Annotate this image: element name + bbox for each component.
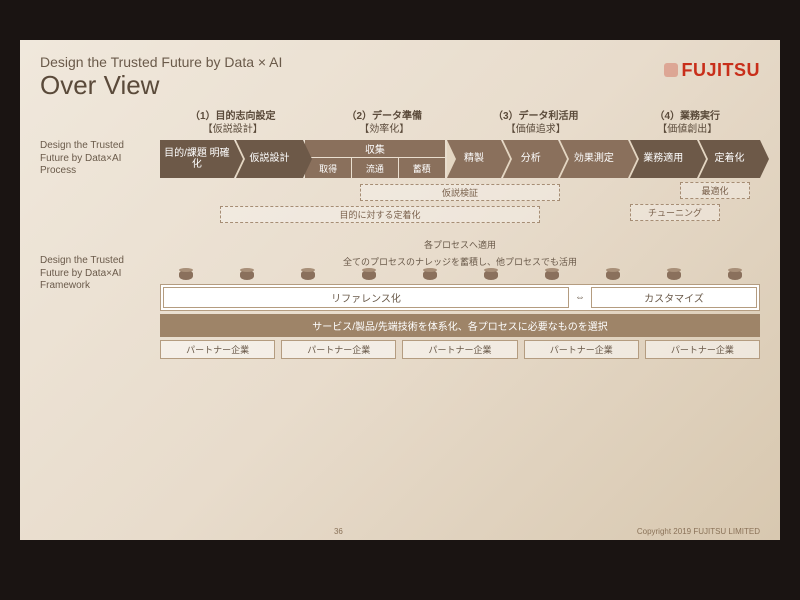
footer: 36 Copyright 2019 FUJITSU LIMITED [20, 527, 780, 536]
framework-label: Design the Trusted Future by Data×AI Fra… [40, 255, 156, 293]
block-objective: 目的/課題 明確化 [160, 140, 234, 178]
block-collect: 収集 [305, 140, 445, 157]
feedback-arrows: 仮説検証 目的に対する定着化 最適化 チューニング [160, 178, 760, 238]
page-number: 36 [334, 527, 343, 536]
phase-headers: （1）目的志向設定【仮説設計】 （2）データ準備【効率化】 （3）データ利活用【… [160, 111, 760, 136]
header: Design the Trusted Future by Data × AI O… [40, 54, 760, 101]
partner-box: パートナー企業 [645, 340, 760, 359]
block-establish: 定着化 [699, 140, 760, 178]
block-group-collect: 収集 取得 流通 蓄積 [305, 140, 445, 178]
phase-1: （1）目的志向設定【仮説設計】 [160, 111, 306, 136]
partner-box: パートナー企業 [402, 340, 517, 359]
apply-label: 各プロセスへ適用 [160, 238, 760, 251]
reference-box: リファレンス化 [163, 287, 569, 308]
knowledge-label: 全てのプロセスのナレッジを蓄積し、他プロセスでも活用 [160, 255, 760, 268]
db-icon [545, 270, 559, 280]
db-icon [240, 270, 254, 280]
select-bar: サービス/製品/先端技術を体系化、各プロセスに必要なものを選択 [160, 314, 760, 337]
block-distribute: 流通 [352, 158, 398, 178]
down-arrow-group: 各プロセスへ適用 [160, 238, 760, 251]
db-icon [423, 270, 437, 280]
phase-2: （2）データ準備【効率化】 [312, 111, 458, 136]
fb-hypothesis: 仮説検証 [360, 184, 560, 201]
subtitle: Design the Trusted Future by Data × AI [40, 54, 760, 70]
cylinder-row [160, 270, 760, 280]
swap-icon: ⇔ [573, 287, 587, 308]
phase-4: （4）業務実行【価値創出】 [615, 111, 761, 136]
block-analyze: 分析 [503, 140, 558, 178]
page-title: Over View [40, 70, 760, 101]
db-icon [728, 270, 742, 280]
framework-body: 全てのプロセスのナレッジを蓄積し、他プロセスでも活用 リファレンス化 ⇔ カスタ… [160, 255, 760, 359]
process-label: Design the Trusted Future by Data×AI Pro… [40, 140, 156, 178]
fb-optimize: 最適化 [680, 182, 750, 199]
block-refine: 精製 [447, 140, 502, 178]
block-hypothesis: 仮説設計 [236, 140, 303, 178]
db-icon [606, 270, 620, 280]
block-store: 蓄積 [399, 158, 445, 178]
fujitsu-logo: FUJITSU [664, 60, 760, 81]
slide: Design the Trusted Future by Data × AI O… [20, 40, 780, 540]
customize-box: カスタマイズ [591, 287, 757, 308]
block-apply: 業務適用 [630, 140, 697, 178]
db-icon [667, 270, 681, 280]
block-measure: 効果測定 [560, 140, 627, 178]
fb-tuning: チューニング [630, 204, 720, 221]
partner-box: パートナー企業 [160, 340, 275, 359]
partner-row: パートナー企業 パートナー企業 パートナー企業 パートナー企業 パートナー企業 [160, 340, 760, 359]
db-icon [362, 270, 376, 280]
db-icon [484, 270, 498, 280]
fb-establish: 目的に対する定着化 [220, 206, 540, 223]
partner-box: パートナー企業 [524, 340, 639, 359]
copyright: Copyright 2019 FUJITSU LIMITED [637, 527, 760, 536]
partner-box: パートナー企業 [281, 340, 396, 359]
process-row: Design the Trusted Future by Data×AI Pro… [40, 140, 760, 178]
framework-row: Design the Trusted Future by Data×AI Fra… [40, 255, 760, 359]
ref-customize-bar: リファレンス化 ⇔ カスタマイズ [160, 284, 760, 311]
process-flow: 目的/課題 明確化 仮説設計 収集 取得 流通 蓄積 精製 分析 効果測定 業務… [160, 140, 760, 178]
db-icon [301, 270, 315, 280]
db-icon [179, 270, 193, 280]
phase-3: （3）データ利活用【価値追求】 [463, 111, 609, 136]
